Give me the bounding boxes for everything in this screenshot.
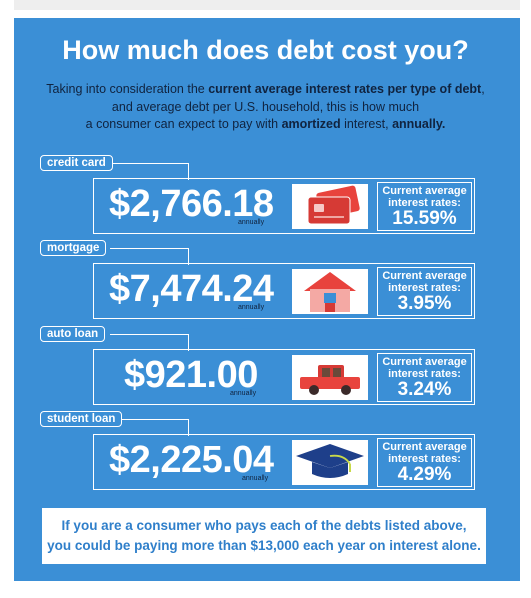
house-icon [292, 269, 368, 314]
rate-label: Current average interest rates: [382, 441, 467, 465]
debt-card: $2,225.04 annually Current average inter… [93, 434, 475, 490]
subtitle-line3: a consumer can expect to pay with amorti… [85, 117, 446, 131]
debt-type-label: student loan [40, 411, 123, 427]
connector-line [110, 163, 189, 180]
debt-row-student-loan: student loan $2,225.04 annually Current … [0, 411, 531, 491]
debt-amount: $921.00 [124, 354, 258, 396]
period-label: annually [238, 304, 265, 311]
connector-line [110, 419, 189, 436]
rate-box: Current average interest rates: 4.29% [377, 438, 472, 487]
rate-box: Current average interest rates: 3.24% [377, 353, 472, 402]
rate-value: 4.29% [397, 464, 452, 485]
rate-box: Current average interest rates: 15.59% [377, 182, 472, 231]
rate-label: Current average interest rates: [382, 356, 467, 380]
top-bar [14, 0, 520, 10]
debt-card: $921.00 annually Current average interes… [93, 349, 475, 405]
subtitle-line1: Taking into consideration the current av… [46, 82, 485, 96]
rate-value: 15.59% [392, 208, 457, 229]
rate-box: Current average interest rates: 3.95% [377, 267, 472, 316]
debt-card: $2,766.18 annually Current average inter… [93, 178, 475, 234]
period-label: annually [242, 475, 269, 482]
debt-type-label: auto loan [40, 326, 106, 342]
rate-value: 3.95% [397, 293, 452, 314]
connector-line [110, 248, 189, 265]
rate-label: Current average interest rates: [382, 270, 467, 294]
debt-type-label: credit card [40, 155, 113, 171]
debt-row-auto-loan: auto loan $921.00 annually Current avera… [0, 326, 531, 406]
credit-card-icon [292, 184, 368, 229]
infographic-panel [14, 18, 520, 581]
summary-line1: If you are a consumer who pays each of t… [61, 518, 467, 533]
car-icon [292, 355, 368, 400]
page-title: How much does debt cost you? [62, 35, 469, 65]
summary-line2: you could be paying more than $13,000 ea… [47, 538, 481, 553]
debt-row-credit-card: credit card $2,766.18 annually Current a… [0, 155, 531, 235]
debt-card: $7,474.24 annually Current average inter… [93, 263, 475, 319]
summary-callout: If you are a consumer who pays each of t… [42, 508, 486, 564]
debt-row-mortgage: mortgage $7,474.24 annually Current aver… [0, 240, 531, 320]
period-label: annually [238, 219, 265, 226]
subtitle-line2: and average debt per U.S. household, thi… [111, 99, 420, 114]
period-label: annually [230, 390, 257, 397]
graduation-cap-icon [292, 440, 368, 485]
debt-amount: $2,766.18 [109, 183, 274, 225]
connector-line [110, 334, 189, 351]
debt-type-label: mortgage [40, 240, 107, 256]
debt-amount: $2,225.04 [109, 439, 274, 481]
rate-label: Current average interest rates: [382, 185, 467, 209]
debt-amount: $7,474.24 [109, 268, 274, 310]
subtitle: Taking into consideration the current av… [20, 81, 511, 134]
rate-value: 3.24% [397, 379, 452, 400]
